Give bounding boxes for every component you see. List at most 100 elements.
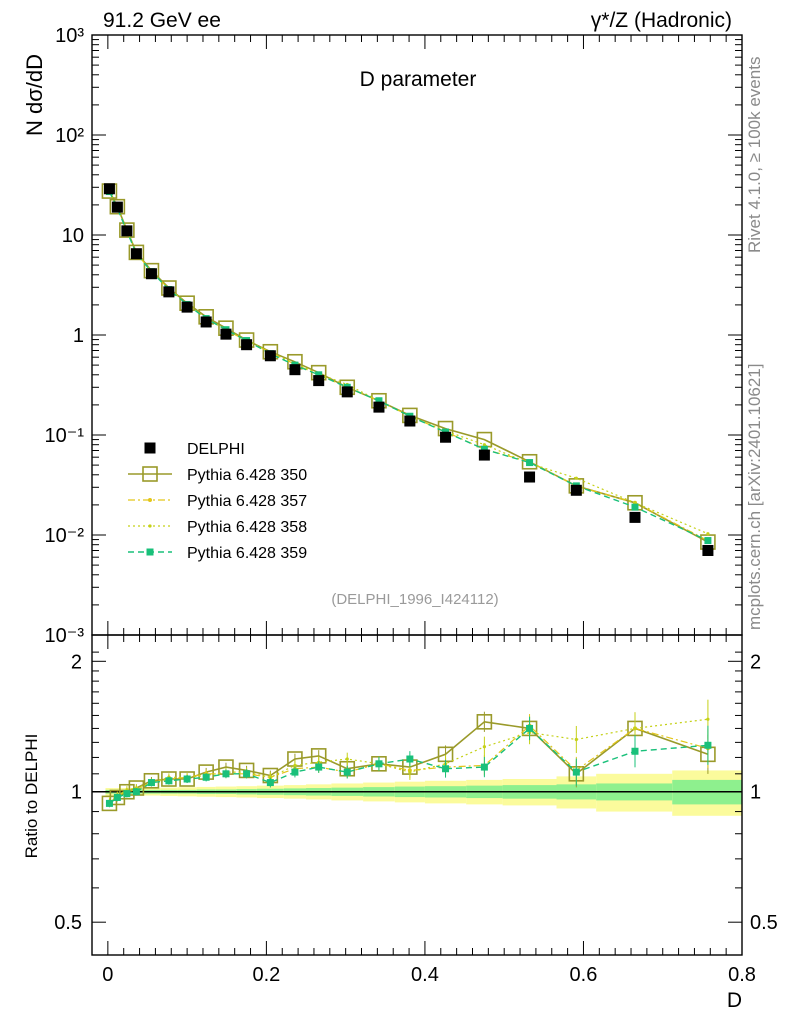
ratio-series-359-point: [113, 793, 121, 801]
main-y-tick-label: 1: [73, 325, 84, 347]
chart-title: D parameter: [360, 68, 477, 91]
x-tick-label: 0.6: [570, 964, 598, 986]
ratio-series-350-point: [476, 714, 493, 730]
ratio-series-358-point: [293, 763, 297, 768]
ratio-series-359-point: [442, 765, 450, 773]
x-tick-label: 0.8: [728, 964, 756, 986]
main-series-359-point: [704, 537, 712, 545]
ratio-series-359-line: [108, 727, 708, 804]
main-y-tick-label: 10⁻³: [45, 625, 85, 647]
delphi-data-point: [111, 201, 123, 213]
delphi-data-point: [629, 511, 641, 523]
ratio-series-359-point: [132, 788, 140, 796]
main-series-357-line: [108, 191, 709, 542]
main-y-tick-label: 10: [62, 225, 84, 247]
ratio-series-357-line: [108, 724, 709, 804]
ratio-y-tick-label-right: 0.5: [750, 912, 778, 934]
main-series-359-point: [631, 503, 639, 511]
ratio-series-359-point: [291, 768, 299, 776]
rivet-version-label: Rivet 4.1.0, ≥ 100k events: [745, 57, 764, 253]
delphi-data-point: [478, 449, 490, 461]
legend-label: Pythia 6.428 357: [187, 493, 307, 510]
main-y-tick-label: 10²: [55, 125, 84, 147]
ratio-series-359-point: [243, 770, 251, 778]
main-series-358-point: [633, 501, 637, 505]
ratio-series-359-point: [202, 773, 210, 781]
ratio-series-358-point: [633, 726, 637, 731]
ratio-series-359-point: [315, 763, 323, 771]
ratio-series-358-point: [268, 775, 272, 779]
ratio-frame: [91, 634, 743, 956]
ratio-y-tick-label-left: 2: [71, 651, 82, 673]
delphi-data-point: [130, 248, 142, 260]
x-tick-label: 0: [102, 964, 113, 986]
ratio-series-359-point: [266, 779, 274, 787]
delphi-data-point: [570, 484, 582, 496]
ratio-series-359-point: [526, 724, 534, 732]
delphi-data-point: [200, 316, 212, 328]
ratio-series-359-point: [222, 770, 230, 778]
ratio-series-359-point: [165, 777, 173, 785]
delphi-data-point: [313, 375, 325, 387]
delphi-data-point: [264, 350, 276, 362]
main-series-359-point: [480, 445, 488, 453]
ratio-series-359-point: [147, 779, 155, 787]
ratio-series-359-point: [343, 768, 351, 776]
x-tick-label: 0.2: [252, 964, 280, 986]
main-y-tick-label: 10⁻²: [45, 525, 85, 547]
main-series-350-point: [109, 198, 126, 215]
x-axis-label: D: [727, 989, 742, 1012]
ratio-series-359-point: [572, 768, 580, 776]
ratio-y-axis-label: Ratio to DELPHI: [22, 734, 41, 859]
x-tick-label: 0.4: [411, 964, 439, 986]
legend-marker: [146, 548, 154, 556]
ratio-series-358-point: [706, 717, 710, 721]
main-series-350-point: [119, 222, 135, 238]
ratio-series-359-point: [480, 763, 488, 771]
ratio-series-359-point: [183, 775, 191, 783]
ratio-series-358-point: [482, 745, 486, 749]
ratio-series-358-point: [408, 770, 412, 774]
legend-delphi-marker: [144, 442, 156, 454]
analysis-watermark: (DELPHI_1996_I424112): [331, 591, 498, 608]
legend-label: DELPHI: [187, 441, 245, 458]
delphi-data-point: [163, 286, 175, 298]
main-series-359-point: [526, 459, 534, 467]
delphi-data-point: [373, 401, 385, 413]
main-y-tick-label: 10³: [55, 25, 84, 47]
ratio-y-tick-label-left: 1: [71, 782, 82, 804]
ratio-series-350-point: [109, 789, 126, 806]
energy-label: 91.2 GeV ee: [103, 9, 221, 32]
ratio-series-359-point: [631, 747, 639, 755]
main-series-358-point: [574, 476, 578, 480]
delphi-data-point: [103, 183, 115, 195]
main-series-350-line: [108, 190, 709, 543]
delphi-data-point: [241, 339, 253, 351]
ratio-series-359-point: [123, 790, 131, 798]
ratio-series-359-point: [406, 755, 414, 763]
process-label: γ*/Z (Hadronic): [591, 9, 732, 32]
mcplots-label: mcplots.cern.ch [arXiv:2401.10621]: [745, 364, 764, 630]
ratio-series-358-line: [109, 718, 708, 802]
delphi-data-point: [702, 544, 714, 556]
ratio-series-358-point: [345, 757, 349, 761]
ratio-series-350-point: [161, 771, 177, 787]
ratio-series-358-point: [574, 737, 578, 742]
main-series-358-point: [482, 443, 486, 447]
delphi-data-point: [121, 225, 133, 237]
main-panel: 10³ 10² 10 1 10⁻¹ 10⁻² 10⁻³: [45, 25, 743, 647]
main-series-359-point: [375, 397, 383, 405]
legend-label: Pythia 6.428 359: [187, 545, 307, 562]
ratio-series-350-point: [101, 795, 118, 812]
legend-marker: [148, 524, 152, 528]
delphi-data-point: [145, 268, 157, 280]
ratio-y-tick-label-left: 0.5: [54, 912, 82, 934]
delphi-data-point: [220, 328, 232, 340]
main-y-tick-label: 10⁻¹: [45, 425, 85, 447]
ratio-series-359-point: [704, 741, 712, 749]
ratio-panel: 0 0.2 0.4 0.6 0.8 2 2 1 1 0.5 0.5: [54, 634, 778, 986]
main-series-350-point: [521, 453, 538, 470]
delphi-data-point: [440, 431, 452, 443]
delphi-data-point: [524, 471, 536, 483]
